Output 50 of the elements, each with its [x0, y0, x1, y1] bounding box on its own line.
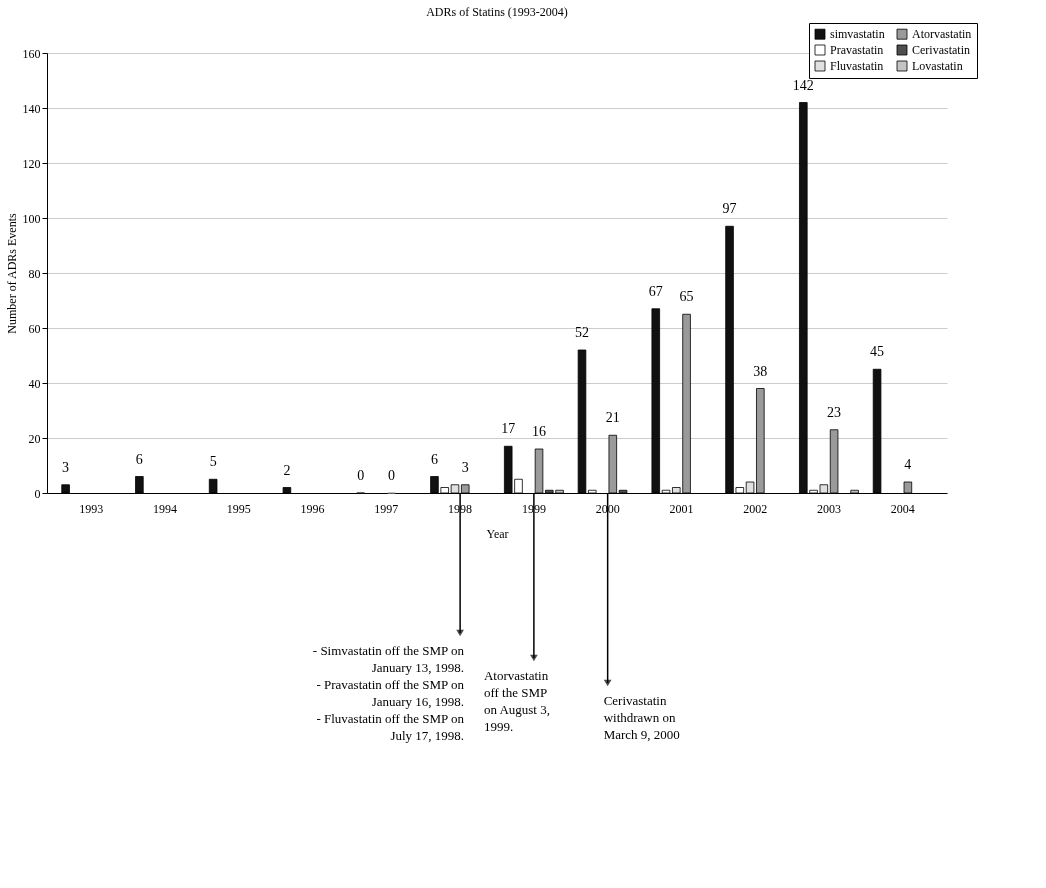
data-label: 0 [387, 468, 395, 483]
x-tick-label: 1997 [374, 501, 399, 516]
legend-label: Lovastatin [912, 59, 963, 73]
legend-label: simvastatin [830, 27, 885, 42]
data-label: 6 [430, 451, 438, 467]
x-tick-label: 1993 [79, 501, 104, 516]
data-label: 2 [283, 462, 291, 478]
x-tick-label: 1996 [300, 501, 325, 516]
y-axis-title: Number of ADRs Events [4, 213, 19, 334]
data-label: 38 [753, 363, 768, 379]
y-tick-label: 60 [28, 321, 41, 336]
data-label: 23 [827, 404, 842, 420]
data-label: 97 [722, 201, 737, 217]
data-label: 6 [135, 451, 143, 467]
data-label: 52 [575, 325, 589, 340]
annotation: Atorvastatin off the SMP on August 3, 1999. [483, 668, 550, 734]
y-tick-label: 160 [22, 46, 41, 61]
y-tick-label: 100 [22, 211, 41, 226]
x-tick-label: 2003 [816, 501, 841, 516]
data-label: 5 [209, 454, 217, 470]
annotation: Cerivastatin withdrawn on March 9, 2000 [603, 693, 680, 742]
x-tick-label: 2001 [669, 501, 694, 516]
data-label: 0 [357, 468, 365, 483]
data-label: 3 [62, 459, 70, 475]
y-tick-label: 80 [28, 266, 41, 281]
data-label: 65 [679, 289, 694, 305]
data-label: 17 [501, 421, 516, 437]
y-tick-label: 120 [22, 156, 41, 171]
x-axis-title: Year [486, 526, 509, 541]
data-label: 67 [648, 283, 663, 299]
legend-label: Atorvastatin [912, 27, 972, 42]
x-tick-label: 2004 [890, 501, 915, 516]
y-tick-label: 0 [34, 486, 41, 501]
x-tick-label: 2002 [743, 501, 768, 516]
legend-label: Cerivastatin [912, 43, 970, 57]
y-tick-label: 20 [28, 431, 41, 446]
x-tick-label: 1995 [226, 501, 251, 516]
legend-label: Pravastatin [830, 43, 884, 57]
data-label: 16 [532, 424, 547, 439]
data-label: 45 [870, 344, 885, 360]
data-label: 21 [605, 410, 620, 426]
chart-title: ADRs of Statins (1993-2004) [426, 4, 568, 19]
legend-label: Fluvastatin [830, 59, 884, 73]
y-tick-label: 140 [22, 101, 41, 116]
data-label: 3 [461, 459, 469, 475]
x-tick-label: 1994 [153, 501, 178, 516]
annotation: - Simvastatin off the SMP on January 13, 1998. - Pravastatin off the SMP on January 16, 1998. - Fluvastatin off the SMP on July 17, 1998. [312, 643, 465, 743]
y-tick-label: 40 [28, 376, 41, 391]
data-label: 4 [904, 457, 912, 472]
data-label: 142 [792, 77, 814, 93]
